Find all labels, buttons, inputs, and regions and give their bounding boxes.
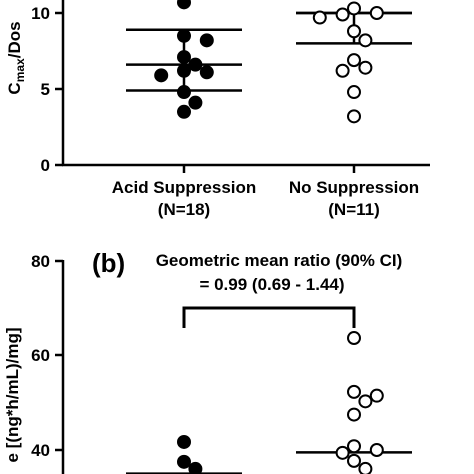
panel-a-category-n-acid: (N=18) [158,200,210,219]
panel-b-annotation-line2: = 0.99 (0.69 - 1.44) [199,275,344,294]
panel-b-point-no-suppression-4 [347,407,361,422]
panel-a-point-no-suppression-4 [347,24,361,39]
panel-a-category-label-acid: Acid Suppression [112,178,257,197]
panel-b-y-tick-label-80: 80 [31,252,50,271]
panel-b-point-no-suppression-9 [358,461,373,474]
panel-a-point-no-suppression-0 [347,1,361,16]
panel-b-point-acid-suppression-1 [177,454,191,469]
panel-a-point-acid-suppression-5 [177,63,191,78]
panel-a-category-n-none: (N=11) [328,200,380,219]
panel-a-y-axis-title: Cmax/Dos [5,21,27,94]
panel-a-point-acid-suppression-9 [188,95,203,110]
panel-a-point-acid-suppression-10 [177,104,191,119]
panel-a-point-no-suppression-9 [347,85,361,100]
panel-a-point-no-suppression-10 [347,109,361,124]
panel-a-point-acid-suppression-2 [199,33,214,48]
panel-a-error-bars [126,11,412,92]
panel-a-point-acid-suppression-0 [177,0,191,10]
panel-b-point-no-suppression-8 [347,453,361,468]
panel-a-point-acid-suppression-4 [188,57,203,72]
panel-a-point-no-suppression-2 [335,7,350,22]
panel-b-y-tick-label-60: 60 [31,346,50,365]
y-axis-title-subscript: max [13,58,27,82]
panel-a-category-label-none: No Suppression [289,178,419,197]
panel-a-point-no-suppression-6 [347,53,361,68]
panel-a-y-tick-label-10: 10 [31,4,50,23]
panel-a-point-no-suppression-8 [335,63,350,78]
panel-a-data-points [154,0,384,124]
panel-b-comparison-bracket [182,306,356,328]
panel-b-annotation-line1: Geometric mean ratio (90% CI) [156,251,403,270]
y-axis-title-rest: /Dos [5,21,24,58]
panel-b-point-acid-suppression-2 [188,461,203,474]
panel-b-point-no-suppression-0 [347,331,361,346]
panel-b-y-axis-title-text: e [(ng*h/mL)/mg] [3,327,22,462]
panel-b-point-no-suppression-3 [358,394,373,409]
panel-a-y-tick-label-5: 5 [41,80,50,99]
panel-b-y-tick-label-40: 40 [31,441,50,460]
panel-a-point-no-suppression-1 [369,6,384,20]
panel-a-point-acid-suppression-6 [199,65,214,80]
panel-a-point-acid-suppression-1 [177,28,191,43]
y-axis-title-main: C [5,82,24,94]
panel-b-point-acid-suppression-0 [177,434,191,449]
panel-b-y-axis-title: e [(ng*h/mL)/mg] [3,327,22,462]
svg-text:Cmax/Dos: Cmax/Dos [5,21,27,94]
panel-a-point-acid-suppression-8 [177,85,191,100]
panel-b: (b) Geometric mean ratio (90% CI) = 0.99… [3,248,412,474]
panel-b-point-no-suppression-6 [369,443,384,457]
panel-a-y-tick-label-0: 0 [41,156,50,175]
panel-a: Cmax/Dos 0 5 10 Acid Suppression (N=18) … [5,0,430,219]
panel-b-data-points [177,331,384,474]
panel-a-point-no-suppression-7 [358,60,373,75]
panel-a-point-no-suppression-5 [358,33,373,48]
panel-a-point-acid-suppression-7 [154,68,169,83]
panel-b-point-no-suppression-7 [335,445,350,460]
panel-b-point-no-suppression-1 [347,384,361,399]
panel-a-point-acid-suppression-3 [177,50,191,65]
panel-a-point-no-suppression-3 [312,10,327,25]
panel-b-label: (b) [92,248,125,278]
panel-b-point-no-suppression-5 [347,439,361,454]
panel-b-point-no-suppression-2 [369,388,384,403]
